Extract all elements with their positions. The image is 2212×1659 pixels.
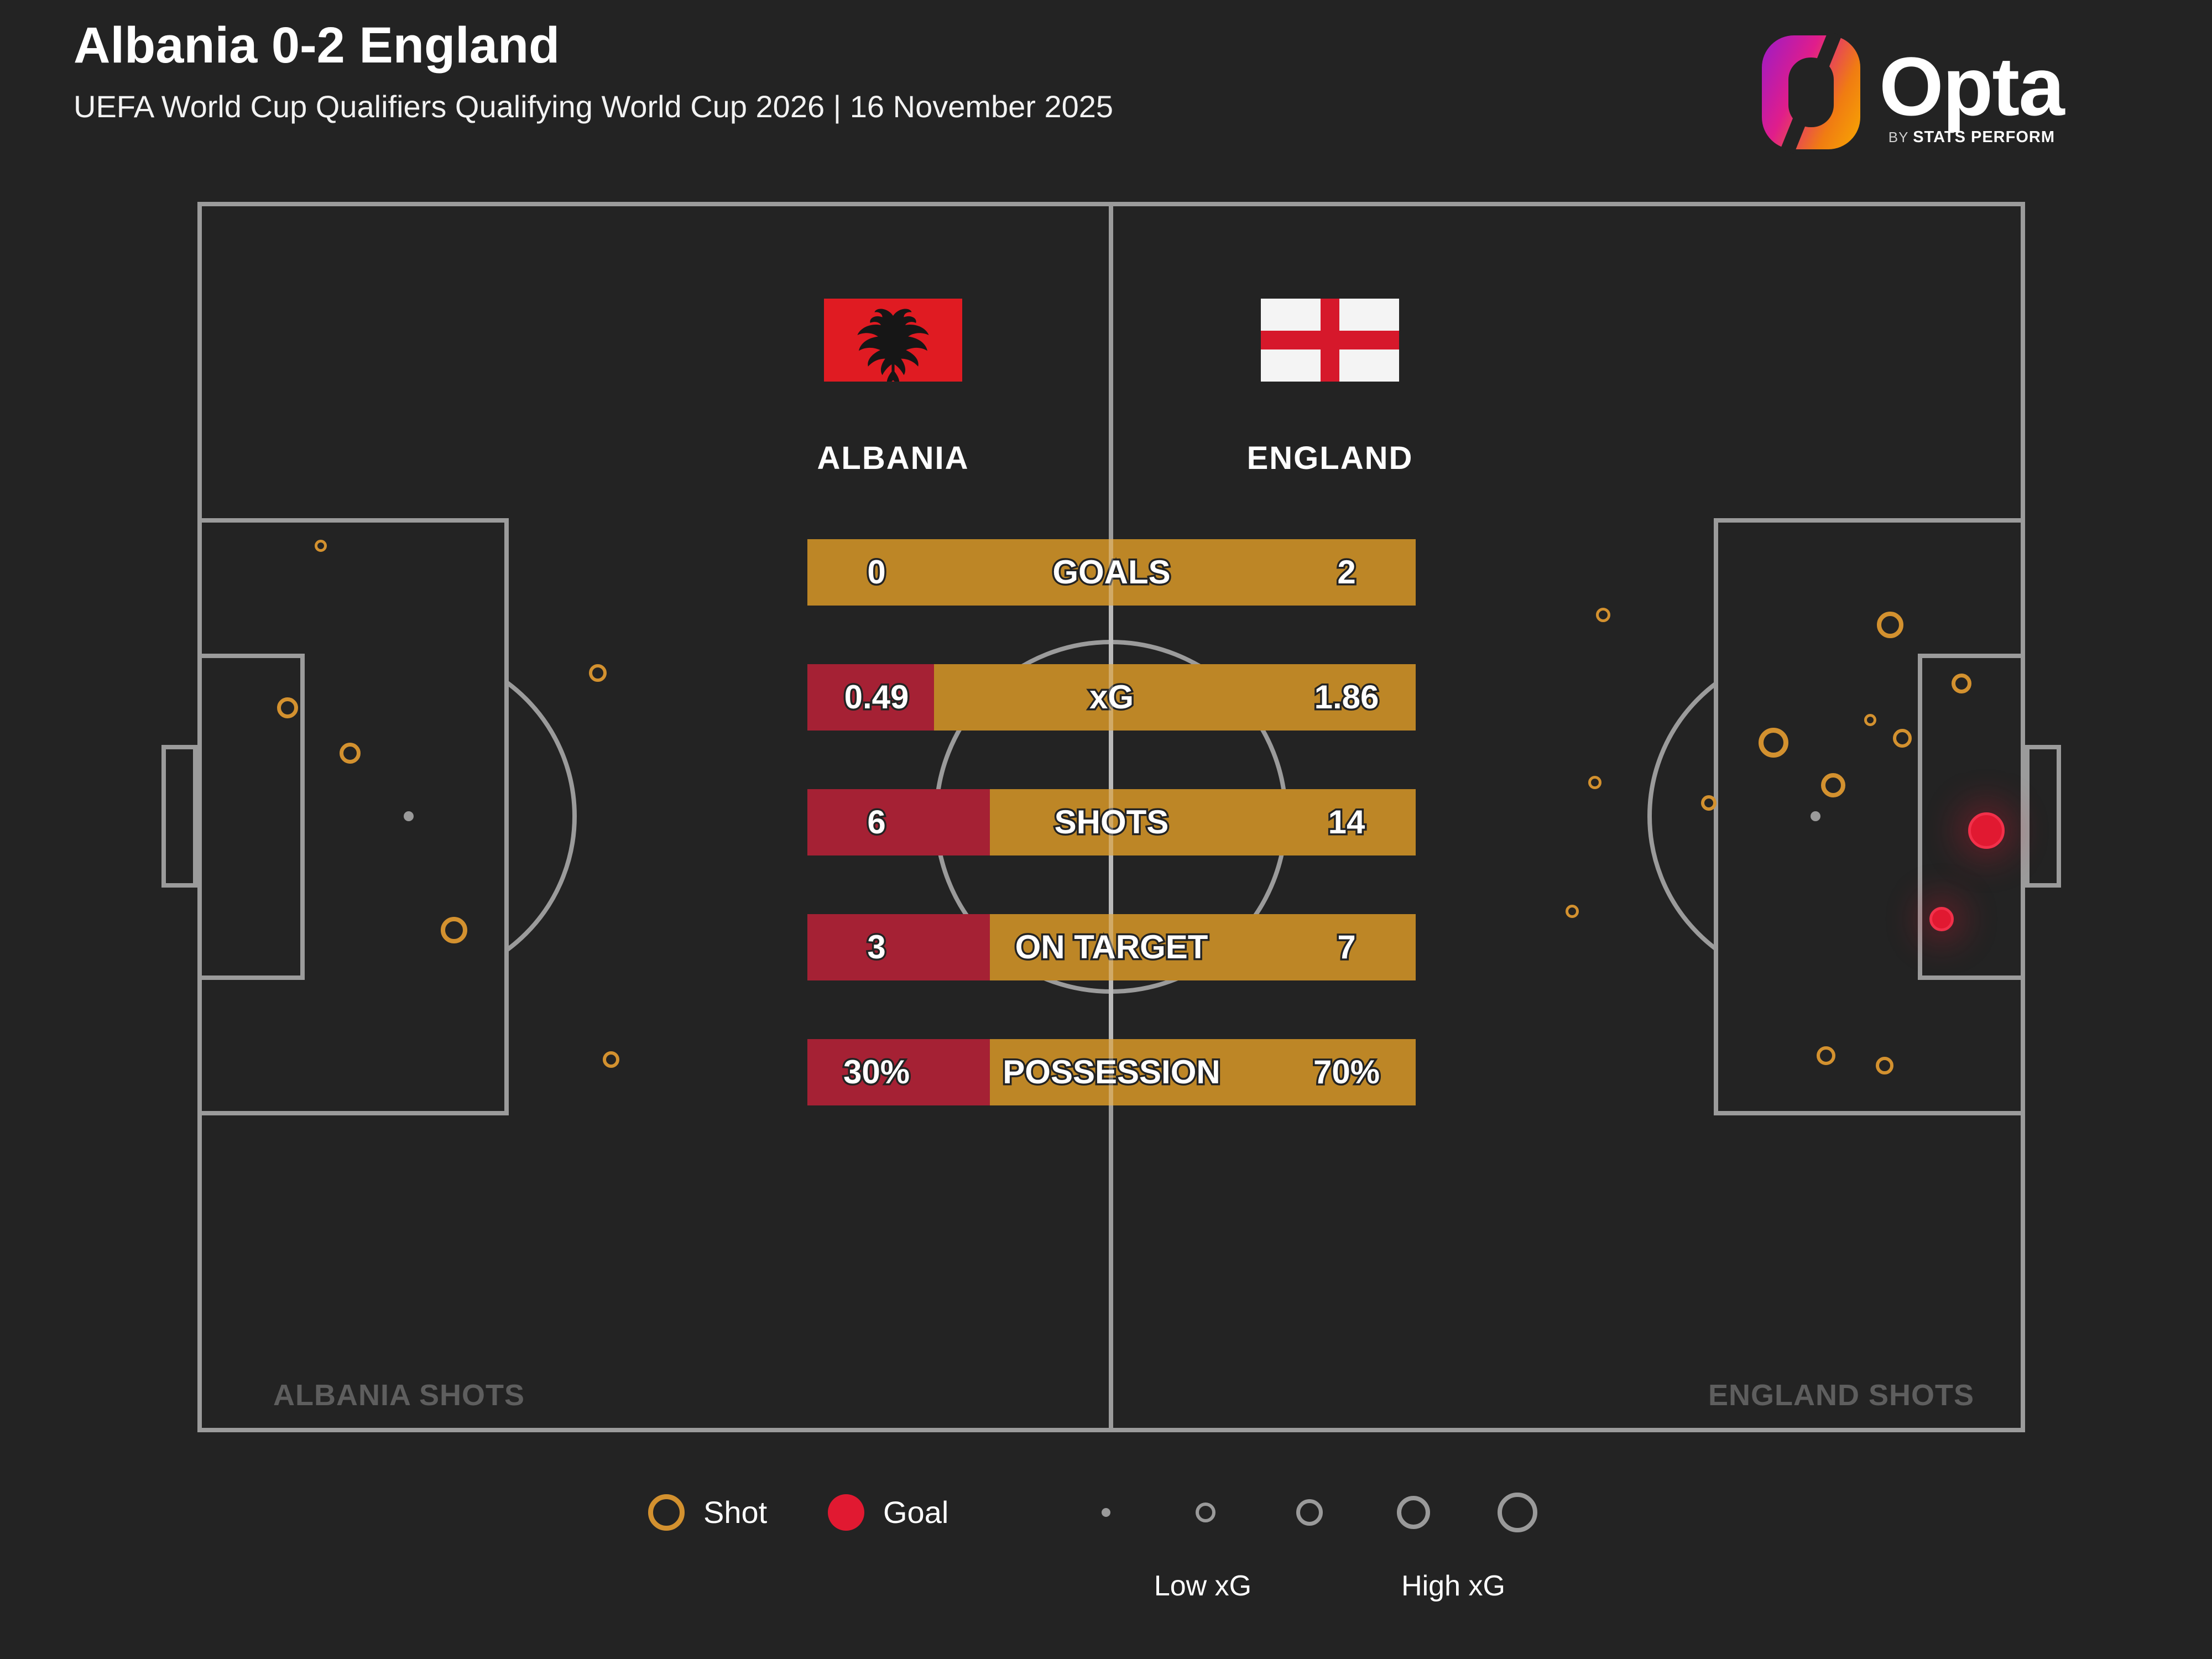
team-name-home: ALBANIA	[817, 440, 969, 476]
stat-row-on-target: 3 ON TARGET 7	[807, 914, 1416, 980]
england-shot-marker	[1877, 612, 1903, 638]
stat-label: POSSESSION	[1001, 1052, 1222, 1093]
stat-label: ON TARGET	[1013, 927, 1210, 968]
albania-shot-marker	[603, 1051, 619, 1068]
stat-row-shots: 6 SHOTS 14	[807, 789, 1416, 855]
england-shot-marker	[1817, 1046, 1835, 1065]
england-shot-goal-marker	[1968, 812, 2005, 849]
xg-scale-ring-2	[1296, 1499, 1323, 1526]
england-shot-marker	[1759, 728, 1788, 758]
albania-shot-marker	[589, 664, 607, 682]
england-shot-marker	[1821, 773, 1845, 797]
england-shot-marker	[1952, 674, 1971, 693]
england-flag-icon	[1261, 299, 1399, 382]
albania-shot-marker	[441, 917, 467, 943]
xg-scale-dot	[1102, 1508, 1110, 1517]
penalty-spot-left	[404, 811, 414, 821]
six-yard-box-left	[197, 654, 305, 980]
albania-shot-marker	[340, 743, 361, 764]
team-name-away: ENGLAND	[1246, 440, 1413, 476]
stat-value-home: 3	[865, 927, 888, 968]
legend-goal-label: Goal	[883, 1495, 949, 1530]
stat-value-away: 2	[1335, 552, 1358, 593]
stat-value-home: 0	[865, 552, 888, 593]
stat-row-possession: 30% POSSESSION 70%	[807, 1039, 1416, 1105]
england-shot-goal-marker	[1929, 907, 1954, 931]
opta-logo-icon	[1762, 30, 1860, 154]
stat-value-away: 70%	[1311, 1052, 1381, 1093]
england-shot-marker	[1566, 905, 1579, 918]
albania-flag-icon	[824, 299, 962, 382]
albania-shot-marker	[277, 697, 298, 718]
legend-shot-label: Shot	[703, 1495, 768, 1530]
high-xg-label: High xG	[1401, 1570, 1505, 1602]
england-shot-marker	[1701, 795, 1717, 811]
low-xg-label: Low xG	[1154, 1570, 1252, 1602]
stat-value-home: 0.49	[842, 677, 911, 718]
stat-row-goals: 0 GOALS 2	[807, 539, 1416, 606]
stat-label: SHOTS	[1052, 802, 1171, 843]
opta-byline: BY STATS PERFORM	[1879, 128, 2055, 147]
page-title: Albania 0-2 England	[74, 17, 560, 74]
stat-row-xg: 0.49 xG 1.86	[807, 664, 1416, 731]
stat-label: GOALS	[1051, 552, 1172, 593]
england-shot-marker	[1876, 1057, 1893, 1074]
xg-scale-ring-4	[1498, 1493, 1537, 1532]
albania-eagle-icon	[857, 309, 929, 382]
stat-home-segment	[807, 664, 934, 731]
albania-shot-marker	[315, 540, 327, 552]
halfway-line-overlay	[1109, 539, 1113, 1105]
legend-shot-icon	[648, 1494, 685, 1531]
stat-value-away: 7	[1335, 927, 1358, 968]
page-subtitle: UEFA World Cup Qualifiers Qualifying Wor…	[74, 89, 1114, 124]
stat-home-segment	[807, 1039, 990, 1105]
stat-value-away: 14	[1326, 802, 1367, 843]
england-shot-marker	[1893, 729, 1912, 748]
albania-shots-label: ALBANIA SHOTS	[273, 1379, 525, 1412]
england-shot-marker	[1596, 608, 1610, 622]
xg-scale-ring-1	[1196, 1503, 1215, 1522]
opta-wordmark: Opta	[1879, 40, 2065, 133]
stat-value-away: 1.86	[1312, 677, 1381, 718]
stat-home-segment	[807, 789, 990, 855]
england-cross-horizontal	[1261, 331, 1399, 349]
opta-byline-prefix: BY	[1888, 129, 1913, 145]
stat-value-home: 30%	[841, 1052, 911, 1093]
goal-frame-right	[2025, 745, 2061, 888]
stat-home-segment	[807, 914, 990, 980]
six-yard-box-right	[1918, 654, 2025, 980]
england-shot-marker	[1864, 714, 1876, 726]
xg-scale-ring-3	[1397, 1496, 1430, 1529]
stat-label: xG	[1087, 677, 1135, 718]
opta-byline-text: STATS PERFORM	[1913, 128, 2055, 146]
england-shot-marker	[1588, 776, 1601, 789]
stat-value-home: 6	[865, 802, 888, 843]
stat-bars: 0 GOALS 2 0.49 xG 1.86 6 SHOTS 14 3 ON TARGET 7 30% P…	[807, 539, 1416, 1105]
opta-logo-counter	[1788, 58, 1834, 127]
england-shots-label: ENGLAND SHOTS	[1708, 1379, 1974, 1412]
legend-goal-icon	[828, 1494, 864, 1531]
goal-frame-left	[161, 745, 197, 888]
penalty-spot-right	[1811, 811, 1820, 821]
